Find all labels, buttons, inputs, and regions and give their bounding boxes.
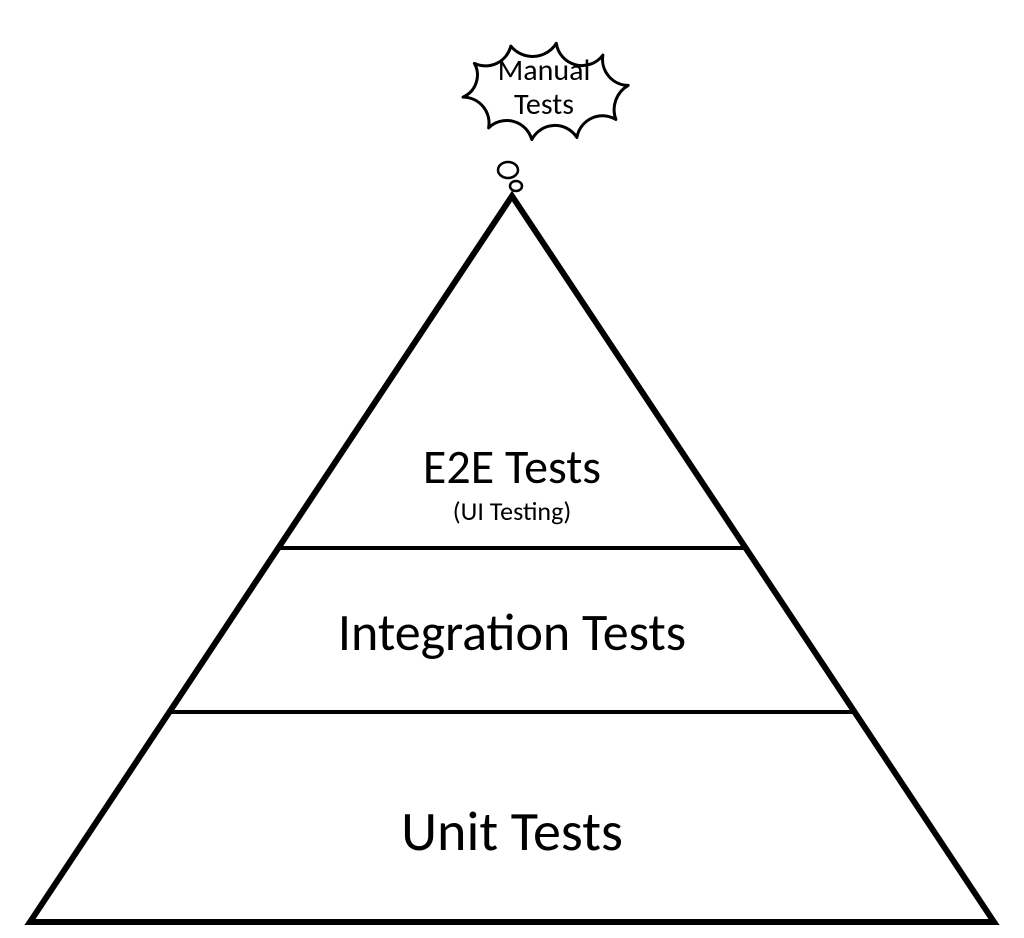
layer-unit-title: Unit Tests: [401, 798, 623, 866]
testing-pyramid-diagram: Manual Tests E2E Tests (UI Testing) Inte…: [0, 0, 1024, 938]
layer-e2e-title: E2E Tests: [423, 437, 601, 496]
manual-tests-cloud: Manual Tests: [463, 43, 628, 191]
cloud-label-line2: Tests: [514, 86, 574, 123]
layer-integration-title: Integration Tests: [338, 600, 686, 664]
cloud-trail-bubble: [510, 181, 522, 191]
cloud-trail-bubble: [498, 162, 518, 178]
cloud-label-line1: Manual: [498, 52, 591, 89]
layer-e2e-subtitle: (UI Testing): [453, 495, 571, 527]
